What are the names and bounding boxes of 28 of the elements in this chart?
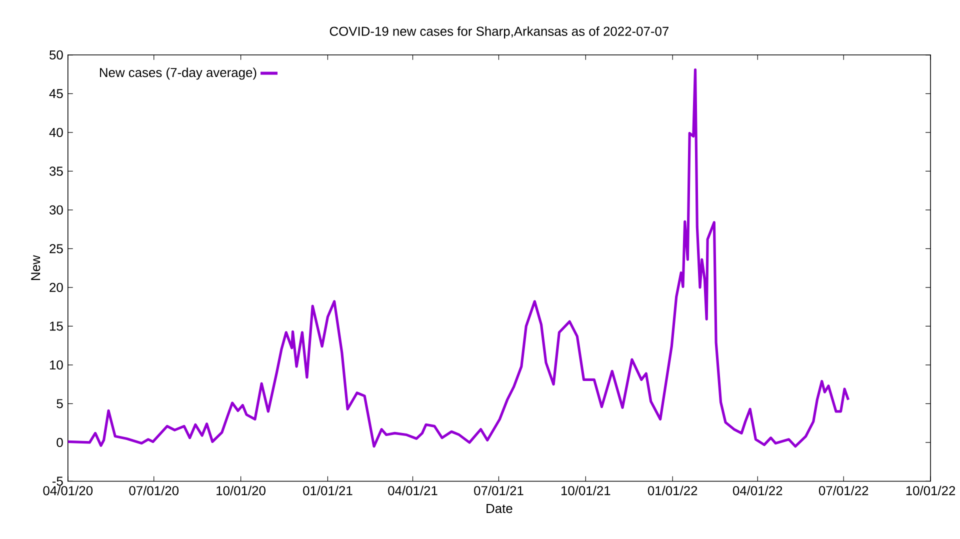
x-axis-title: Date [486, 504, 512, 514]
x-tick-label: 10/01/20 [216, 486, 266, 496]
y-tick-label: 25 [50, 244, 63, 254]
chart-title: COVID-19 new cases for Sharp,Arkansas as of 2022-07-07 [330, 26, 668, 38]
y-tick-label: 0 [56, 438, 63, 447]
y-tick-label: 10 [50, 360, 63, 370]
line-series [68, 68, 850, 448]
x-tick-label: 04/01/22 [732, 486, 782, 496]
x-tick-label: 01/01/21 [303, 486, 352, 496]
y-tick-label: 30 [50, 205, 63, 214]
y-tick-label: 15 [50, 322, 63, 331]
x-tick-label: 07/01/22 [818, 486, 868, 496]
x-tick-label: 01/01/22 [648, 486, 698, 496]
x-tick-label: 07/01/21 [474, 486, 524, 496]
y-tick-label: 35 [50, 166, 63, 176]
y-axis-title: New [31, 255, 40, 280]
y-tick-label: 45 [49, 89, 63, 98]
legend-label: New cases (7-day average) [100, 68, 256, 80]
x-tick-label: 10/01/21 [561, 486, 610, 496]
y-tick-label: 50 [50, 50, 63, 60]
x-tick-label: 07/01/20 [129, 486, 179, 496]
y-tick-label: 20 [50, 282, 63, 292]
y-tick-label: -5 [52, 476, 63, 486]
x-tick-label: 04/01/21 [388, 486, 438, 496]
x-tick-label: 04/01/20 [43, 486, 93, 496]
y-tick-label: 5 [56, 399, 63, 408]
y-tick-label: 40 [49, 128, 63, 137]
x-tick-label: 10/01/22 [906, 486, 956, 496]
